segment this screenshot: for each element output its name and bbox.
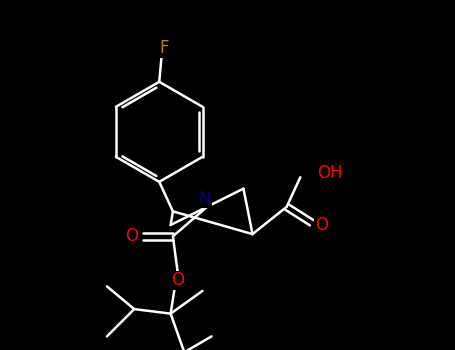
Text: OH: OH (318, 164, 343, 182)
Text: O: O (126, 228, 138, 245)
Text: O: O (171, 272, 184, 289)
Text: F: F (159, 39, 168, 57)
Text: N: N (198, 190, 211, 208)
Text: O: O (315, 216, 328, 234)
